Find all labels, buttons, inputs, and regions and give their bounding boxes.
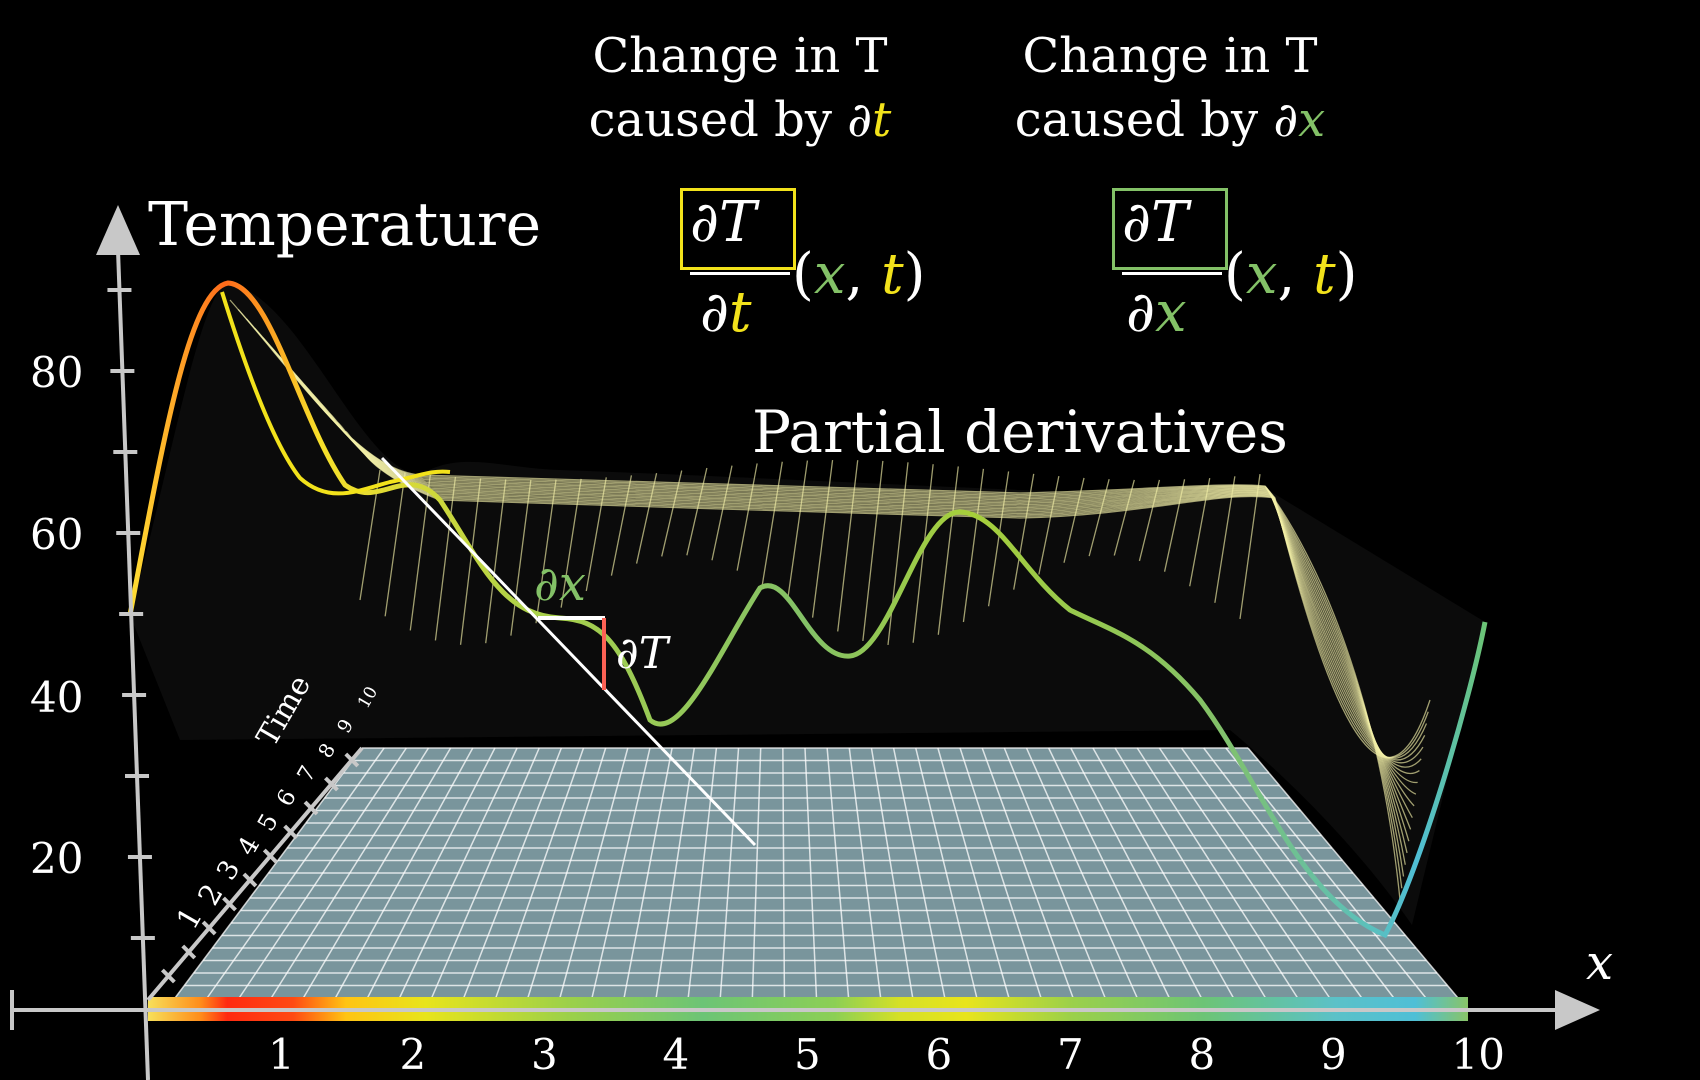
x-axis-label: x: [1586, 935, 1614, 991]
surface-line: [912, 464, 934, 643]
caption-dx-line2: caused by ∂x: [1014, 92, 1326, 148]
surface-line: [686, 467, 708, 556]
temperature-curve: [127, 280, 1488, 939]
x-tick-label: 4: [662, 1030, 690, 1079]
x-tick-label: 7: [1057, 1030, 1084, 1079]
surface-line: [887, 462, 909, 646]
surface-line: [786, 460, 809, 602]
surface-line: [862, 460, 884, 642]
surface-line: [1239, 474, 1261, 619]
dx-numerator-box: [1112, 188, 1228, 270]
surface-line: [585, 477, 607, 592]
surface-line: [1189, 477, 1211, 587]
surface-line: [661, 470, 683, 557]
time-axis-tick: [242, 872, 258, 888]
surface-line: [295, 374, 1415, 807]
surface-line: [837, 460, 859, 632]
surface-line: [384, 472, 406, 617]
surface-line: [1038, 475, 1060, 575]
dt-arguments: (x, t): [792, 242, 926, 307]
caption-dt-line2: caused by ∂t: [588, 92, 892, 148]
surface-line: [635, 472, 658, 564]
dt-numerator: ∂T: [690, 190, 757, 255]
time-axis-tick: [324, 776, 339, 792]
x-tick-label: 5: [794, 1030, 821, 1079]
surface-line: [560, 478, 582, 608]
surface-fill: [130, 283, 1485, 925]
surface-line: [1138, 479, 1161, 562]
surface-line: [459, 478, 482, 645]
time-axis-tick: [344, 752, 360, 768]
time-axis-ticks: [160, 752, 360, 984]
axes: [10, 205, 1600, 1080]
surface-line: [535, 479, 557, 624]
caption-dt: Change in T caused by ∂t: [560, 24, 920, 152]
x-tick-label: 3: [531, 1030, 558, 1079]
x-tick-label: 10: [1451, 1030, 1505, 1079]
y-axis-ticks: [107, 288, 155, 940]
surface-line: [1013, 473, 1035, 590]
surface-line: [303, 384, 1417, 795]
surface-line: [1063, 477, 1085, 563]
time-axis-tick: [262, 848, 278, 864]
dT-mark-label: ∂T: [616, 628, 669, 679]
section-title: Partial derivatives: [752, 398, 1288, 466]
dx-numerator: ∂T: [1122, 190, 1189, 255]
y-axis-label: Temperature: [148, 190, 542, 260]
time-axis-tick: [222, 896, 237, 912]
surface-line: [610, 475, 633, 576]
time-axis-tick: [201, 920, 217, 936]
surface-line: [736, 463, 758, 571]
surface-line: [1113, 479, 1135, 556]
time-axis-tick: [181, 944, 197, 960]
surface-line: [434, 476, 457, 641]
surface-line: [1163, 479, 1186, 572]
caption-dx: Change in T caused by ∂x: [990, 24, 1350, 152]
temperature-curve-early: [220, 291, 451, 496]
surface-line: [962, 468, 985, 623]
time-plane-grid: [174, 747, 1459, 999]
y-tick-label: 40: [30, 673, 84, 722]
caption-dx-line1: Change in T: [1022, 28, 1318, 84]
time-axis-tick: [283, 824, 299, 840]
time-axis-tick: [160, 968, 176, 984]
x-tick-label: 8: [1188, 1030, 1216, 1079]
surface-line: [1088, 479, 1110, 557]
dx-denominator: ∂x: [1126, 280, 1187, 345]
dt-fraction-bar: [690, 272, 790, 275]
y-tick-label: 60: [30, 510, 84, 559]
dt-numerator-box: [680, 188, 796, 270]
dx-fraction-bar: [1122, 272, 1222, 275]
dx-arguments: (x, t): [1224, 242, 1358, 307]
dx-mark-label: ∂x: [534, 556, 586, 612]
dt-denominator: ∂t: [700, 280, 752, 345]
time-axis-tick: [303, 800, 319, 816]
surface-line: [1214, 476, 1236, 603]
caption-dt-line1: Change in T: [592, 28, 888, 84]
surface-line: [485, 479, 507, 644]
x-tick-label: 6: [925, 1030, 953, 1079]
y-tick-label: 80: [30, 348, 84, 397]
surface-line: [761, 461, 783, 586]
tangent-line: [380, 456, 757, 847]
surface-line: [987, 471, 1010, 607]
surface-line: [937, 466, 959, 635]
surface-line: [711, 465, 733, 561]
y-tick-label: 20: [30, 834, 84, 883]
surface-line: [510, 479, 532, 636]
x-tick-label: 2: [399, 1030, 427, 1079]
x-tick-label: 1: [268, 1030, 295, 1079]
x-tick-label: 9: [1320, 1030, 1347, 1079]
surface-line: [811, 459, 834, 618]
